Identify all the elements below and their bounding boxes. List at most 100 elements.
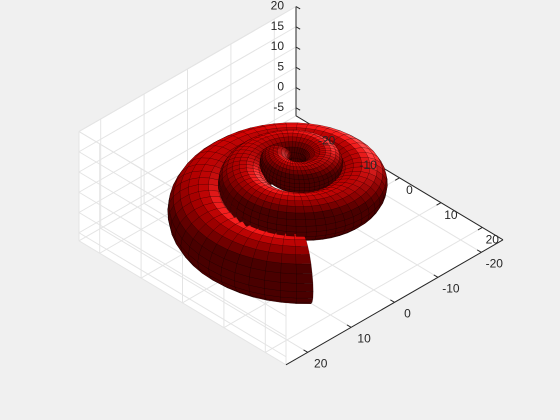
surface-patch	[286, 225, 297, 233]
z-tick-mark	[295, 46, 301, 50]
grid-line-z	[78, 26, 297, 153]
z-tick-label: 5	[277, 59, 284, 73]
surface-patch	[281, 253, 297, 265]
x-tick-label: -20	[318, 133, 336, 147]
surface-patch	[288, 141, 293, 148]
surface-patch	[295, 226, 307, 233]
surface-patch	[266, 251, 283, 264]
surface-patch	[280, 262, 297, 275]
surface-patch	[314, 217, 327, 226]
surface-patch	[286, 123, 298, 128]
surface-patch	[280, 282, 297, 292]
surface-patch	[282, 132, 289, 138]
x-tick-mark	[436, 202, 442, 206]
surface-patch	[295, 263, 313, 275]
grid-line-z	[78, 87, 297, 213]
surface-patch	[305, 225, 317, 233]
surface-patch	[296, 291, 314, 299]
surface-patch	[281, 245, 296, 255]
surface-patch	[286, 199, 296, 207]
surface-patch	[294, 187, 300, 191]
surface-patch	[287, 132, 294, 137]
z-tick-label: -5	[273, 100, 284, 114]
surface-patch	[286, 205, 296, 214]
surface-patch	[277, 150, 282, 153]
surface-patch	[198, 177, 210, 185]
surface-patch	[265, 261, 282, 274]
surface-patch	[295, 206, 305, 214]
surface-patch	[289, 173, 295, 180]
coil-surface	[167, 122, 388, 304]
surface-patch	[294, 200, 304, 207]
grid-line-z	[78, 212, 287, 337]
surface-patch	[289, 169, 295, 175]
y-tick-mark	[346, 324, 352, 328]
x-tick-label: 0	[406, 183, 413, 197]
surface-patch	[273, 145, 280, 148]
y-tick-label: -20	[486, 257, 504, 271]
surface-patch	[304, 183, 311, 188]
surface-patch	[304, 212, 316, 220]
y-tick-mark	[303, 349, 308, 353]
z-tick-label: 15	[271, 19, 285, 33]
surface-patch	[299, 187, 305, 191]
y-tick-mark	[390, 299, 395, 303]
grid-line-z	[78, 232, 287, 358]
y-tick-label: 20	[314, 357, 328, 371]
surface-patch	[286, 218, 297, 227]
grid-line-y	[100, 227, 308, 353]
surface-patch	[279, 198, 288, 206]
surface-patch	[282, 238, 296, 247]
surface-patch	[295, 231, 307, 237]
surface-patch	[286, 212, 297, 220]
z-tick-mark	[295, 107, 301, 111]
surface-patch	[376, 164, 383, 176]
surface-patch	[280, 290, 297, 299]
z-tick-label: 0	[277, 80, 284, 94]
surface-patch	[296, 123, 308, 129]
surface-patch	[296, 297, 314, 303]
surface-patch	[295, 246, 310, 255]
surface-patch	[298, 190, 305, 193]
y-tick-mark	[476, 249, 482, 253]
y-tick-mark	[433, 274, 439, 278]
surface-patch	[285, 122, 298, 125]
surface-patch	[239, 160, 248, 165]
surface-patch	[208, 190, 220, 197]
surface-patch	[281, 130, 289, 134]
x-tick-label: 20	[486, 233, 500, 247]
z-tick-mark	[295, 6, 301, 10]
surface-patch	[295, 254, 312, 265]
pane-edge	[78, 240, 287, 366]
surface-patch	[296, 273, 314, 284]
surface-patch	[239, 164, 247, 169]
z-tick-mark	[295, 87, 301, 91]
surface-patch	[289, 165, 294, 171]
y-tick-label: -10	[442, 282, 460, 296]
surface-patch	[295, 219, 307, 227]
x-tick-mark	[394, 177, 400, 181]
y-tick-label: 0	[404, 307, 411, 321]
surface-patch	[304, 187, 311, 191]
surface-patch	[299, 183, 305, 188]
x-tick-label: 10	[444, 208, 458, 222]
z-tick-mark	[295, 26, 301, 30]
surface-patch	[335, 151, 340, 159]
y-tick-label: 10	[357, 332, 371, 346]
x-tick-mark	[477, 227, 483, 231]
surface-patch	[280, 272, 297, 284]
pane-edge	[78, 6, 297, 132]
surface-patch	[295, 302, 313, 304]
surface-patch	[277, 204, 288, 213]
surface-patch	[305, 219, 317, 227]
surface-patch	[287, 195, 295, 201]
surface-patch	[294, 179, 300, 184]
z-tick-label: 10	[271, 39, 285, 53]
z-tick-mark	[295, 66, 301, 71]
tick-labels: -20 -10 0 10 20 -20 -10 0 10 20 -5 0 5 10 15 20	[271, 0, 504, 371]
surface-patch	[277, 210, 287, 220]
surface-patch	[298, 179, 305, 184]
surface-patch	[288, 136, 293, 142]
surface-patch	[294, 239, 308, 247]
